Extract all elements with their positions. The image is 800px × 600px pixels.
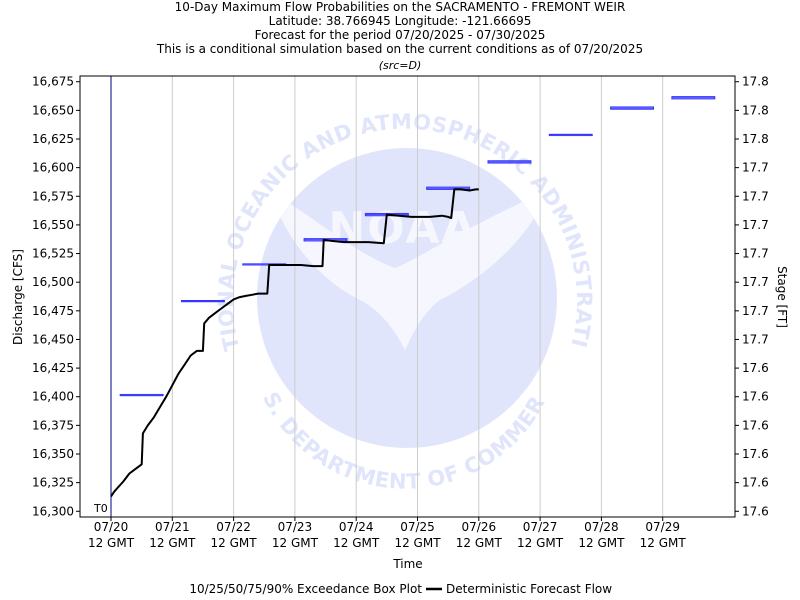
x-tick-label-time: 12 GMT [517, 536, 564, 550]
y-tick-label: 16,575 [32, 189, 74, 203]
x-tick-label-time: 12 GMT [149, 536, 196, 550]
x-tick-label-date: 07/27 [523, 520, 558, 534]
series-layer: T0 [93, 76, 716, 517]
y2-tick-label: 17.7 [742, 189, 769, 203]
x-tick-label-time: 12 GMT [394, 536, 441, 550]
y2-tick-label: 17.7 [742, 275, 769, 289]
y-tick-label: 16,475 [32, 304, 74, 318]
chart-location: Latitude: 38.766945 Longitude: -121.6669… [269, 14, 532, 28]
y2-axis-title: Stage [FT] [775, 266, 789, 328]
y-tick-label: 16,550 [32, 218, 74, 232]
y-tick-label: 16,425 [32, 361, 74, 375]
y2-tick-label: 17.8 [742, 103, 769, 117]
t0-label: T0 [93, 502, 108, 515]
y2-tick-label: 17.6 [742, 418, 769, 432]
x-axis-title: Time [392, 557, 422, 571]
y2-tick-label: 17.8 [742, 75, 769, 89]
y2-tick-label: 17.7 [742, 332, 769, 346]
y-tick-label: 16,400 [32, 390, 74, 404]
y2-tick-label: 17.6 [742, 476, 769, 490]
y-tick-label: 16,375 [32, 418, 74, 432]
x-tick-label-date: 07/21 [155, 520, 190, 534]
y-axis-title: Discharge [CFS] [11, 249, 25, 345]
noaa-logo-text: NOAA [328, 203, 477, 254]
y2-tick-label: 17.7 [742, 218, 769, 232]
x-tick-label-date: 07/20 [94, 520, 129, 534]
y-tick-label: 16,625 [32, 132, 74, 146]
x-tick-label-time: 12 GMT [211, 536, 258, 550]
x-tick-label-date: 07/25 [400, 520, 435, 534]
y-tick-label: 16,500 [32, 275, 74, 289]
axes: 07/20 12 GMT 07/21 12 GMT 07/22 12 GMT 07/23 12… [32, 75, 769, 550]
y2-tick-label: 17.6 [742, 504, 769, 518]
x-tick-label-time: 12 GMT [272, 536, 319, 550]
y2-tick-label: 17.7 [742, 247, 769, 261]
chart-source: (src=D) [379, 59, 422, 72]
y2-tick-label: 17.8 [742, 132, 769, 146]
x-tick-label-date: 07/26 [462, 520, 497, 534]
x-tick-label-time: 12 GMT [456, 536, 503, 550]
x-tick-label-date: 07/28 [584, 520, 619, 534]
y-tick-label: 16,675 [32, 75, 74, 89]
x-tick-label-time: 12 GMT [88, 536, 135, 550]
y-tick-label: 16,650 [32, 103, 74, 117]
x-tick-label-date: 07/23 [278, 520, 313, 534]
x-tick-label-date: 07/24 [339, 520, 374, 534]
y-tick-label: 16,350 [32, 447, 74, 461]
y2-tick-label: 17.6 [742, 361, 769, 375]
plot-frame [79, 75, 736, 518]
y2-tick-label: 17.7 [742, 161, 769, 175]
y-tick-label: 16,300 [32, 504, 74, 518]
y-tick-label: 16,450 [32, 332, 74, 346]
legend-box-label: 10/25/50/75/90% Exceedance Box Plot [189, 582, 422, 596]
y2-tick-label: 17.7 [742, 304, 769, 318]
chart-note: This is a conditional simulation based o… [156, 42, 643, 56]
legend-line-label: Deterministic Forecast Flow [446, 582, 612, 596]
chart-period: Forecast for the period 07/20/2025 - 07/… [255, 28, 546, 42]
deterministic-flow-line [110, 188, 479, 497]
x-tick-label-time: 12 GMT [333, 536, 380, 550]
chart-title: 10-Day Maximum Flow Probabilities on the… [175, 0, 626, 14]
x-tick-label-time: 12 GMT [640, 536, 687, 550]
y2-tick-label: 17.6 [742, 390, 769, 404]
y-tick-label: 16,325 [32, 476, 74, 490]
x-tick-label-date: 07/29 [645, 520, 680, 534]
grid-lines [171, 76, 664, 517]
y-tick-label: 16,525 [32, 247, 74, 261]
x-tick-label-time: 12 GMT [578, 536, 625, 550]
x-tick-label-date: 07/22 [216, 520, 251, 534]
y2-tick-label: 17.6 [742, 447, 769, 461]
y-tick-label: 16,600 [32, 161, 74, 175]
